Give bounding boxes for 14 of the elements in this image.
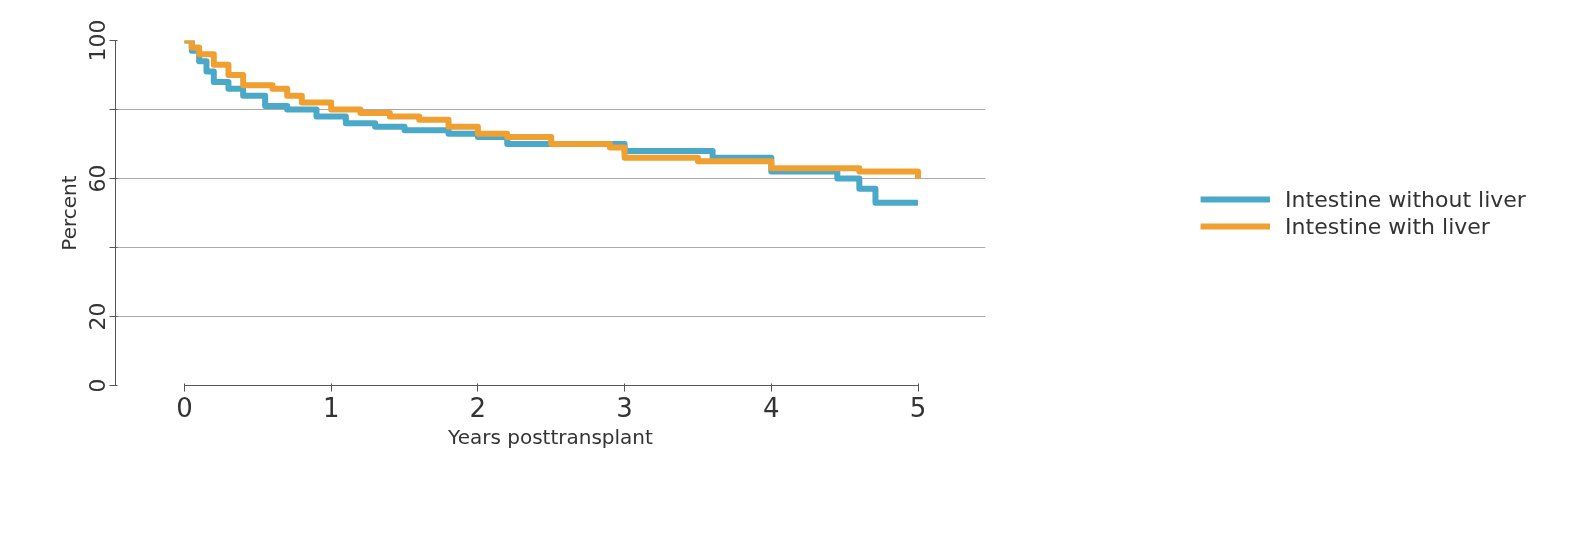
x-tick-label: 0 <box>176 392 193 423</box>
x-tick-label: 3 <box>616 392 633 423</box>
x-tick-label: 4 <box>763 392 780 423</box>
y-tick-label: 60 <box>84 164 110 193</box>
x-tick-label: 2 <box>469 392 487 423</box>
y-axis-title: Percent <box>56 175 81 251</box>
x-axis-title: Years posttransplant <box>447 424 654 449</box>
y-tick-label: 100 <box>84 19 110 62</box>
legend-label: Intestine with liver <box>1285 213 1490 239</box>
x-tick-label: 1 <box>322 392 340 423</box>
y-tick-label: 20 <box>84 302 110 331</box>
y-tick-label: 0 <box>84 378 110 393</box>
legend-label: Intestine without liver <box>1285 186 1526 212</box>
x-tick-label: 5 <box>909 392 927 423</box>
